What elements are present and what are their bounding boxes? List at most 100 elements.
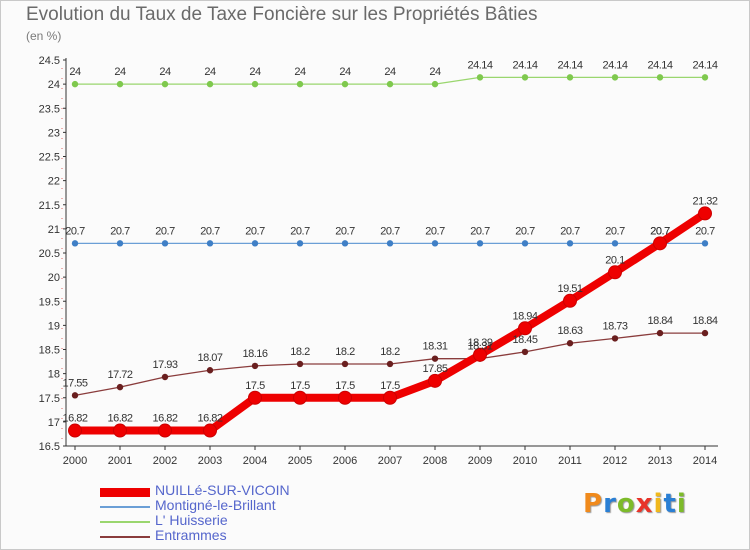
data-label: 17.55 [62,377,87,389]
data-label: 24 [159,66,171,78]
y-tick-label: 20.5 [39,248,60,260]
data-point [296,360,304,368]
x-tick-label: 2013 [648,455,672,467]
data-point [206,80,214,88]
data-label: 17.5 [245,380,265,392]
data-point [386,80,394,88]
logo-letter: i [676,489,687,519]
data-label: 16.82 [62,413,87,425]
y-tick-label: 24 [48,79,60,91]
x-tick-label: 2011 [558,455,582,467]
y-tick-label: 24.5 [39,55,60,67]
x-tick-label: 2000 [63,455,87,467]
data-point [68,423,82,438]
series-montign-le-brillant [71,240,709,247]
legend-label: NUILLé-SUR-VICOIN [155,482,290,498]
data-label: 21.32 [692,195,717,207]
y-tick-label: 17.5 [39,393,60,405]
y-tick-label: 23.5 [39,103,60,115]
data-label: 24 [114,66,126,78]
data-point [611,240,619,247]
data-point [293,390,307,405]
logo-letter: r [603,489,617,519]
x-tick-label: 2009 [468,455,492,467]
data-point [71,80,79,88]
x-tick-label: 2001 [108,455,132,467]
legend-swatch [100,536,150,538]
data-point [473,347,487,362]
x-tick-label: 2006 [333,455,357,467]
y-tick-label: 20 [48,272,60,284]
data-label: 18.31 [422,341,447,353]
data-label: 20.1 [605,254,625,266]
data-label: 18.31 [467,341,492,353]
data-point [116,240,124,247]
logo-letter: P [583,489,604,519]
data-point [71,392,79,399]
y-unit-label: (en %) [26,29,62,43]
data-label: 20.7 [290,225,310,237]
data-point [566,74,574,81]
data-label: 20.7 [155,225,175,237]
data-point [656,329,664,337]
data-label: 20.7 [650,225,670,237]
data-point [566,240,574,247]
y-tick-label: 22.5 [39,152,60,164]
legend-label: Montigné-le-Brillant [155,497,276,513]
x-tick-label: 2005 [288,455,312,467]
x-tick-label: 2014 [693,455,717,467]
data-label: 24 [294,66,306,78]
logo-letter: t [663,489,677,519]
data-label: 20.7 [200,225,220,237]
proxiti-logo: Proxiti [583,489,687,519]
data-point [116,383,124,391]
data-point [341,240,349,247]
data-point [656,74,664,81]
data-label: 18.84 [647,315,672,327]
y-tick-label: 21 [48,224,60,236]
data-point [71,240,79,247]
legend-label: Entrammes [155,527,227,543]
data-point [206,240,214,247]
data-label: 20.7 [425,225,445,237]
data-label: 17.93 [152,359,177,371]
data-point [251,80,259,88]
data-point [476,240,484,247]
data-label: 24 [429,66,441,78]
x-tick-label: 2010 [513,455,537,467]
data-label: 24.14 [692,59,717,71]
y-tick-label: 21.5 [39,200,60,212]
data-label: 20.7 [560,225,580,237]
data-point [248,390,262,405]
data-point [476,74,484,81]
data-point [203,423,217,438]
x-tick-label: 2007 [378,455,402,467]
data-point [338,390,352,405]
data-label: 16.82 [152,413,177,425]
y-tick-label: 22 [48,176,60,188]
x-tick-label: 2012 [603,455,627,467]
data-label: 24 [249,66,261,78]
data-point [386,240,394,247]
y-tick-label: 18 [48,369,60,381]
data-label: 24.14 [602,59,627,71]
data-point [341,360,349,368]
data-label: 18.2 [290,346,310,358]
x-tick-label: 2008 [423,455,447,467]
data-label: 18.2 [335,346,355,358]
data-point [116,80,124,88]
series-nuill-sur-vicoin [68,206,712,438]
data-point [428,373,442,388]
data-label: 24 [339,66,351,78]
data-point [701,74,709,81]
data-label: 24.14 [647,59,672,71]
data-label: 20.7 [695,225,715,237]
data-label: 20.7 [470,225,490,237]
y-tick-label: 18.5 [39,345,60,357]
logo-letter: o [616,489,636,519]
data-label: 16.82 [197,413,222,425]
data-point [563,293,577,308]
legend-swatch [100,506,150,508]
data-point [158,423,172,438]
